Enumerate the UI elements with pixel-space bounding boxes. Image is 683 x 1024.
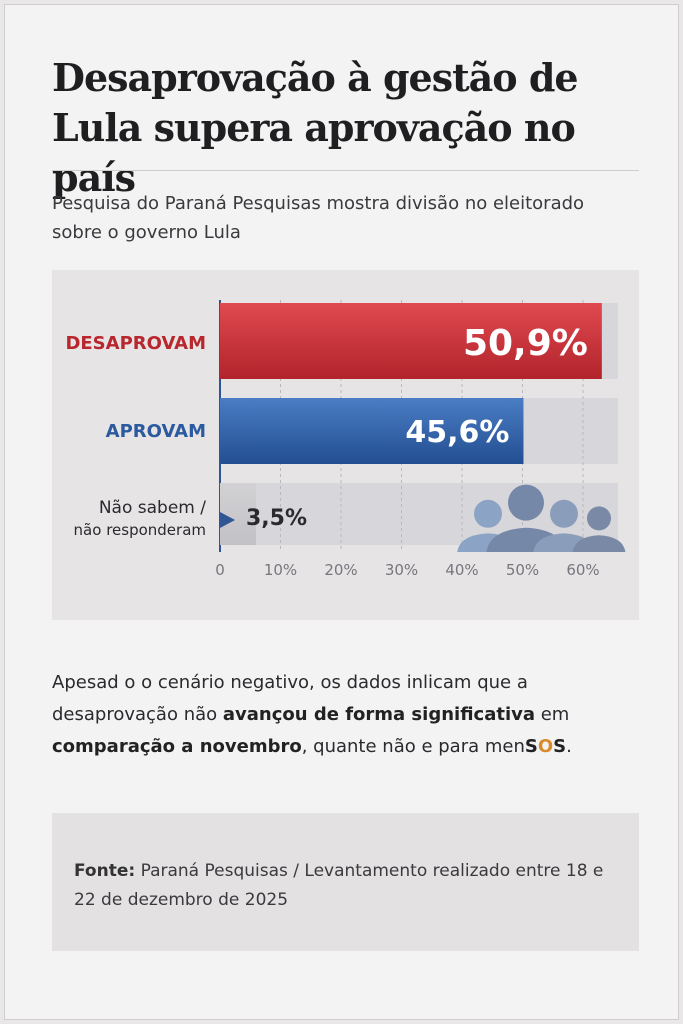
marker-triangle-icon [220, 512, 235, 528]
x-tick-label: 60% [566, 561, 599, 579]
text: em [535, 704, 570, 725]
data-label: 3,5% [246, 506, 307, 531]
bar-1 [220, 398, 524, 464]
divider [52, 170, 639, 171]
chart-panel: 0 10% 20% 30% 40% 50% 60% 50,9% 45,6% 3,5% DESAPRO… [52, 270, 639, 620]
source-label: Fonte: [74, 861, 136, 881]
bold-text: comparação a novembro [52, 736, 302, 757]
highlight-text: O [537, 736, 554, 757]
x-tick-label: 30% [385, 561, 418, 579]
x-tick-label: 20% [324, 561, 357, 579]
bold-text: avançou de forma significativa [222, 704, 536, 725]
category-label: APROVAM [106, 421, 206, 442]
data-label: 45,6% [405, 415, 509, 450]
infographic-card: Desaprovação à gestão de Lula supera apr… [4, 4, 679, 1020]
subtitle: Pesquisa do Paraná Pesquisas mostra divi… [52, 193, 585, 243]
bold-text: S [524, 736, 538, 757]
category-label: não responderam [74, 521, 206, 539]
x-tick-label: 10% [264, 561, 297, 579]
people-silhouettes-icon [457, 484, 626, 552]
source-box: Fonte: Paraná Pesquisas / Levantamento r… [52, 813, 639, 951]
bar-0 [220, 303, 602, 379]
body-paragraph: Apesad o o cenário negativo, os dados in… [52, 667, 642, 763]
headline: Desaprovação à gestão de Lula supera apr… [52, 55, 579, 200]
bar-2 [220, 483, 256, 545]
x-tick-label: 40% [445, 561, 478, 579]
text: . [566, 736, 572, 757]
category-label: DESAPROVAM [65, 333, 206, 354]
bold-text: S [553, 736, 567, 757]
x-tick-label: 50% [506, 561, 539, 579]
text: , quante não e para men [301, 736, 525, 757]
x-tick-label: 0 [215, 561, 225, 579]
text: Apesad o o cenário negativo, os dados in… [52, 672, 528, 725]
category-label: Não sabem / [99, 498, 206, 518]
source-text: Paraná Pesquisas / Levantamento realizad… [74, 861, 604, 910]
bar-chart: 0 10% 20% 30% 40% 50% 60% 50,9% 45,6% 3,5% DESAPRO… [65, 300, 626, 579]
data-label: 50,9% [463, 323, 588, 364]
